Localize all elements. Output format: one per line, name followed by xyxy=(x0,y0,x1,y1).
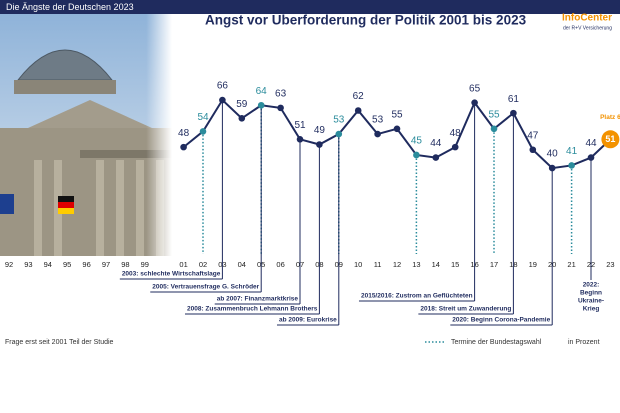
annotation-text: Krieg xyxy=(583,306,600,313)
x-tick-label: 11 xyxy=(374,260,382,269)
data-label: 64 xyxy=(256,86,268,97)
data-point xyxy=(432,154,440,161)
data-label: 62 xyxy=(353,91,365,102)
x-tick-label: 06 xyxy=(276,260,284,269)
x-tick-label: 12 xyxy=(393,260,401,269)
annotation-text: Ukraine- xyxy=(578,298,604,305)
logo-subtitle: der R+V Versicherung xyxy=(563,25,612,31)
unit-note: in Prozent xyxy=(568,339,600,346)
x-tick-label: 98 xyxy=(121,260,129,269)
x-tick-label: 01 xyxy=(179,260,187,269)
data-point xyxy=(199,128,207,135)
header-bar xyxy=(0,0,620,14)
annotation-text: ab 2007: Finanzmarktkrise xyxy=(217,296,299,303)
data-point xyxy=(238,115,246,122)
data-label: 47 xyxy=(527,130,539,141)
data-label: 51 xyxy=(294,120,306,131)
data-point xyxy=(257,101,265,109)
x-tick-label: 97 xyxy=(102,260,110,269)
annotation-text: 2015/2016: Zustrom an Geflüchteten xyxy=(361,293,473,300)
annotation-text: 2020: Beginn Corona-Pandemie xyxy=(452,317,550,324)
x-tick-label: 15 xyxy=(451,260,459,269)
data-point xyxy=(471,99,478,106)
data-point xyxy=(180,143,187,151)
data-point xyxy=(354,107,362,114)
annotation-text: 2008: Zusammenbruch Lehmann Brothers xyxy=(187,306,318,313)
x-tick-label: 92 xyxy=(5,260,13,269)
x-tick-label: 94 xyxy=(44,260,52,269)
x-tick-label: 96 xyxy=(82,260,90,269)
x-tick-label: 13 xyxy=(412,260,420,269)
annotation-text: Beginn xyxy=(580,290,602,297)
x-tick-label: 17 xyxy=(490,260,498,269)
x-tick-label: 14 xyxy=(432,260,440,269)
data-point xyxy=(393,125,401,133)
data-point xyxy=(490,125,498,133)
data-point xyxy=(587,154,595,161)
x-tick-label: 21 xyxy=(567,260,575,269)
x-tick-label: 95 xyxy=(63,260,71,269)
x-tick-label: 10 xyxy=(354,260,362,269)
annotation-text: ab 2009: Eurokrise xyxy=(279,317,337,324)
data-label: 66 xyxy=(217,81,229,92)
annotation-text: 2005: Vertrauensfrage G. Schröder xyxy=(152,284,259,291)
x-tick-label: 23 xyxy=(606,260,614,269)
data-point xyxy=(548,164,556,172)
data-label: 53 xyxy=(372,115,384,126)
data-point xyxy=(568,162,575,169)
data-label: 44 xyxy=(430,138,442,149)
legend-label: Termine der Bundestagswahl xyxy=(451,339,542,346)
annotation-text: 2022: xyxy=(583,282,600,289)
data-label: 59 xyxy=(236,99,248,110)
data-label: 55 xyxy=(391,109,403,120)
data-point xyxy=(316,141,323,148)
footnote: Frage erst seit 2001 Teil der Studie xyxy=(5,339,114,346)
data-label: 48 xyxy=(450,128,462,139)
data-label: 51 xyxy=(605,134,615,144)
data-point xyxy=(277,104,284,112)
data-label: 53 xyxy=(333,115,345,126)
annotation-text: 2018: Streit um Zuwanderung xyxy=(420,306,511,313)
annotation-text: 2003: schlechte Wirtschaftslage xyxy=(122,271,221,278)
x-tick-label: 93 xyxy=(24,260,32,269)
data-label: 63 xyxy=(275,89,287,100)
data-label: 41 xyxy=(566,146,578,157)
highlight-label: Platz 6 xyxy=(600,114,620,121)
data-point xyxy=(413,151,420,159)
data-label: 49 xyxy=(314,125,326,136)
photo xyxy=(0,14,172,256)
header-title: Die Ängste der Deutschen 2023 xyxy=(6,2,134,12)
data-label: 45 xyxy=(411,136,423,147)
data-label: 54 xyxy=(197,112,209,123)
data-label: 48 xyxy=(178,128,190,139)
data-point xyxy=(510,109,517,117)
x-tick-label: 02 xyxy=(199,260,207,269)
data-point xyxy=(296,135,304,143)
x-tick-label: 99 xyxy=(141,260,149,269)
highlight-point xyxy=(601,130,620,149)
data-label: 55 xyxy=(488,109,500,120)
data-point xyxy=(529,146,537,154)
data-point xyxy=(374,130,381,138)
data-point xyxy=(451,143,459,151)
data-label: 65 xyxy=(469,83,481,94)
data-label: 44 xyxy=(585,138,597,149)
photo-fade xyxy=(0,14,172,256)
x-tick-label: 19 xyxy=(529,260,537,269)
data-label: 61 xyxy=(508,94,520,105)
x-tick-label: 04 xyxy=(238,260,246,269)
data-point xyxy=(335,130,343,138)
logo: InfoCenter xyxy=(562,13,612,24)
data-label: 40 xyxy=(547,149,559,160)
chart-title: Angst vor Überforderung der Politik 2001… xyxy=(205,13,527,28)
data-point xyxy=(219,96,226,104)
